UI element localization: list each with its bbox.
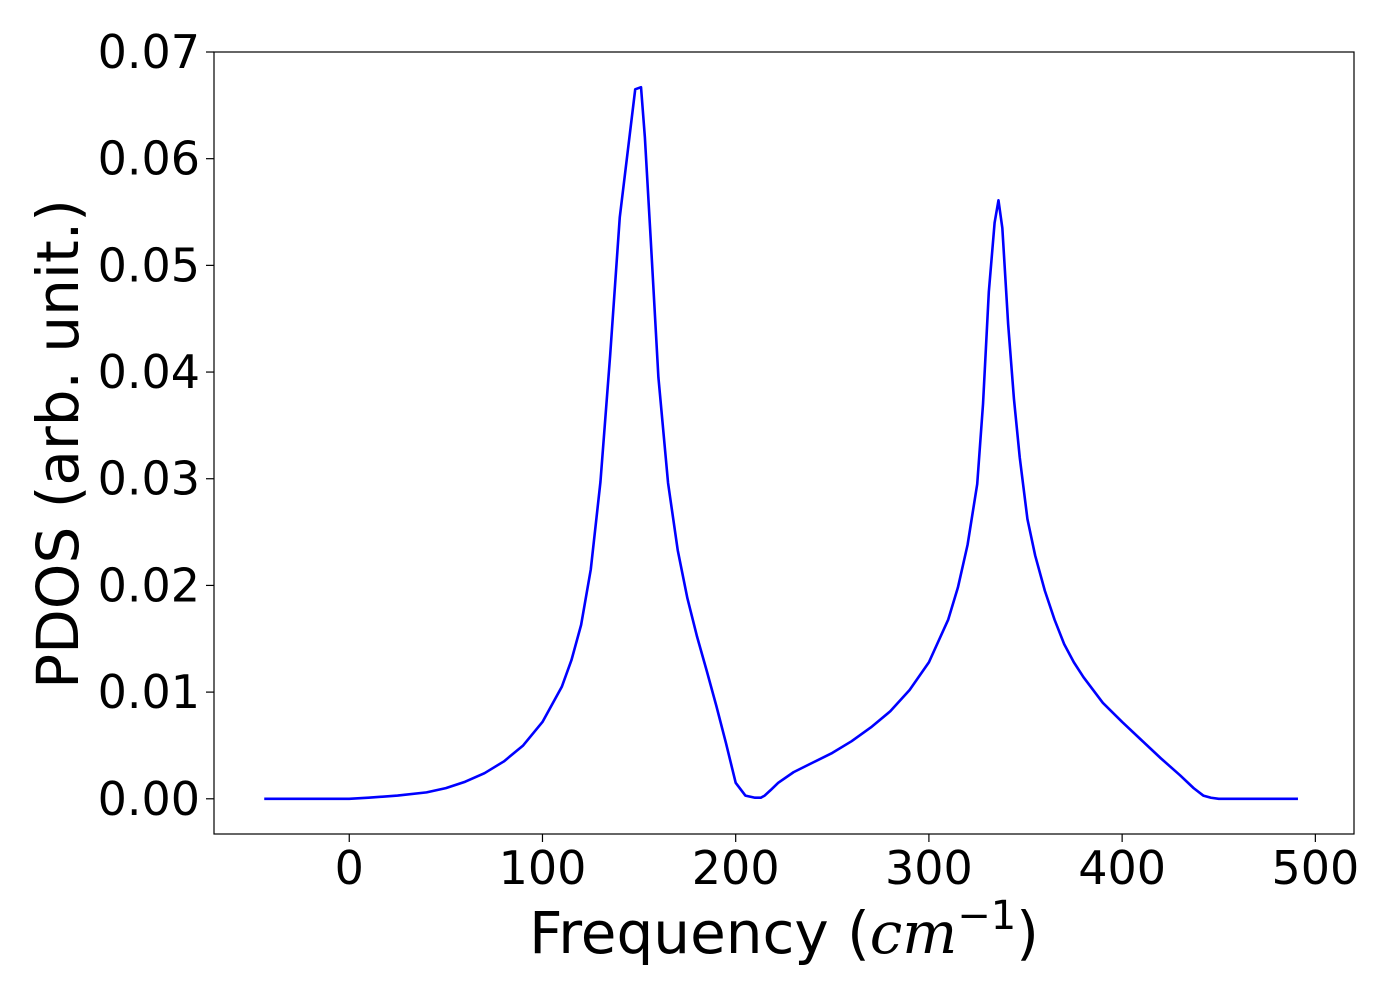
x-tick-label: 300 [885, 841, 973, 895]
y-tick-marks [206, 51, 214, 800]
x-tick-label: 500 [1271, 841, 1359, 895]
x-axis-unit-base: cm [870, 899, 957, 967]
x-tick-label: 400 [1078, 841, 1166, 895]
x-axis-title-suffix: ) [1016, 899, 1039, 967]
y-tick-label: 0.01 [98, 665, 200, 719]
x-tick-label: 100 [499, 841, 587, 895]
x-axis-title-prefix: Frequency ( [529, 899, 870, 967]
y-tick-label: 0.05 [98, 238, 200, 292]
x-axis-title: Frequency (cm−1) [529, 893, 1039, 967]
y-tick-label: 0.04 [98, 345, 200, 399]
y-tick-label: 0.00 [98, 772, 200, 826]
x-tick-label: 0 [335, 841, 364, 895]
y-tick-label: 0.03 [98, 452, 200, 506]
y-axis-title: PDOS (arb. unit.) [24, 199, 92, 689]
pdos-series-line [264, 85, 1298, 801]
y-tick-labels: 0.00 0.01 0.02 0.03 0.04 0.05 0.06 0.07 [98, 25, 200, 826]
x-axis-unit-exponent: −1 [957, 893, 1016, 939]
x-tick-label: 200 [692, 841, 780, 895]
y-tick-label: 0.02 [98, 558, 200, 612]
y-tick-label: 0.06 [98, 132, 200, 186]
x-tick-marks [348, 834, 1316, 842]
x-tick-labels: 0 100 200 300 400 500 [335, 841, 1360, 895]
y-tick-label: 0.07 [98, 25, 200, 79]
plot-area-frame [213, 51, 1355, 835]
